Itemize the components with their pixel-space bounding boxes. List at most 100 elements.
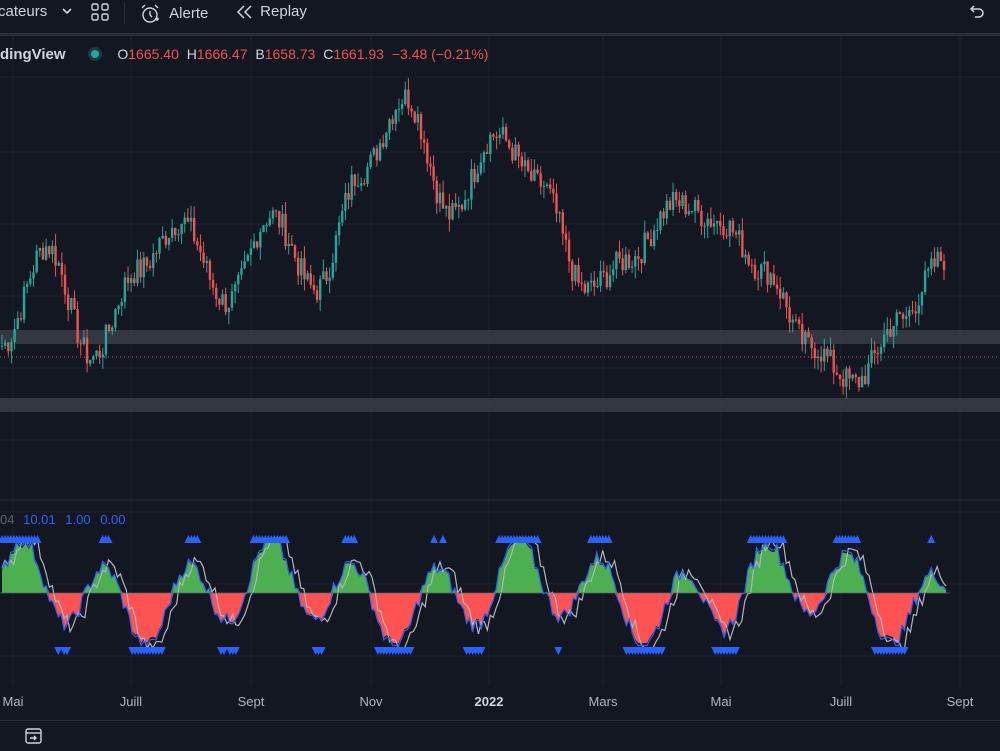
candle-body <box>599 271 602 286</box>
candle-body <box>668 200 672 210</box>
candle-body <box>709 218 713 227</box>
overbought-marker <box>350 535 359 543</box>
candle-body <box>359 183 363 186</box>
candle-body <box>180 223 183 235</box>
replay-label: Replay <box>260 3 307 20</box>
candle-body <box>725 235 728 237</box>
market-status-dot <box>91 50 100 59</box>
candle-body <box>741 230 744 258</box>
candle-body <box>523 160 527 167</box>
open-key: O <box>117 46 129 62</box>
candle-body <box>785 292 788 308</box>
candle-body <box>246 254 249 262</box>
candle-body <box>174 227 177 235</box>
candle-body <box>161 235 164 239</box>
undo-icon[interactable] <box>967 2 985 20</box>
price-chart[interactable] <box>0 36 1000 686</box>
x-label-nov: Nov <box>359 694 383 709</box>
candle-body <box>296 257 300 276</box>
candle-body <box>690 211 694 213</box>
candle-body <box>898 312 902 315</box>
candle-body <box>259 231 262 248</box>
candle-body <box>832 349 835 373</box>
candle-body <box>252 241 256 249</box>
candle-body <box>337 222 341 236</box>
candle-body <box>95 350 98 357</box>
candle-body <box>848 368 851 379</box>
overbought-marker <box>853 535 862 543</box>
candle-body <box>602 271 605 273</box>
candle-body <box>407 89 410 109</box>
candle-body <box>801 323 804 345</box>
candle-body <box>482 152 486 163</box>
candle-body <box>675 191 678 201</box>
alert-button[interactable]: Alerte <box>139 3 208 25</box>
candle-body <box>441 192 445 209</box>
candle-body <box>826 348 829 357</box>
candle-body <box>889 328 892 337</box>
candle-body <box>10 342 13 352</box>
candle-body <box>451 203 454 220</box>
candle-body <box>104 324 108 355</box>
candle-body <box>845 368 848 387</box>
candle-body <box>70 298 73 311</box>
time-axis[interactable]: Mai Juill Sept Nov 2022 Mars Mai Juill S… <box>0 686 1000 716</box>
candle-body <box>189 217 193 222</box>
candle-body <box>857 376 861 388</box>
candle-body <box>177 234 180 236</box>
overbought-marker <box>533 535 542 543</box>
oscillator-signal-line <box>1 536 947 650</box>
candle-body <box>728 220 731 237</box>
low-key: B <box>255 46 265 62</box>
candle-body <box>804 331 807 345</box>
candle-body <box>867 363 870 385</box>
candle-body <box>738 230 741 235</box>
candle-body <box>334 235 338 263</box>
candle-body <box>347 193 350 200</box>
candle-body <box>665 200 668 219</box>
low-value: 1658.73 <box>264 46 316 62</box>
candle-body <box>73 298 76 310</box>
candle-body <box>901 314 905 319</box>
candle-body <box>419 114 423 140</box>
chevron-down-icon[interactable] <box>60 2 74 19</box>
candle-body <box>249 248 253 255</box>
candle-body <box>734 232 738 235</box>
candle-body <box>886 328 889 335</box>
candle-body <box>485 152 489 155</box>
candle-body <box>577 264 580 283</box>
high-value: 1666.47 <box>196 46 248 62</box>
candle-body <box>293 245 297 258</box>
candle-body <box>413 111 416 123</box>
indicator-value-3: 0.00 <box>100 512 126 527</box>
candle-body <box>687 211 691 215</box>
candle-body <box>378 143 382 161</box>
candle-body <box>860 375 864 388</box>
candle-body <box>123 277 127 303</box>
candle-body <box>385 132 388 148</box>
oversold-marker <box>731 647 740 655</box>
overbought-marker <box>927 535 936 543</box>
goto-date-icon[interactable] <box>24 727 44 750</box>
indicators-button[interactable]: cateurs <box>0 3 47 20</box>
candle-body <box>760 264 763 279</box>
candle-body <box>164 235 168 245</box>
candle-body <box>719 221 722 227</box>
candle-body <box>7 342 10 352</box>
candle-body <box>126 277 130 283</box>
candle-body <box>394 109 398 124</box>
candle-body <box>240 268 243 275</box>
candle-body <box>662 211 665 219</box>
candle-body <box>634 256 637 267</box>
candle-body <box>514 144 517 161</box>
layout-grid-icon[interactable] <box>90 2 110 22</box>
candle-body <box>810 337 813 349</box>
candle-body <box>835 372 839 375</box>
top-toolbar: cateurs Alerte Replay <box>0 0 1000 28</box>
replay-button[interactable]: Replay <box>234 3 307 21</box>
candle-body <box>460 204 464 210</box>
x-label-sept-2: Sept <box>946 694 974 709</box>
candle-body <box>13 328 16 343</box>
candle-body <box>706 218 709 226</box>
symbol-name[interactable]: dingView <box>0 46 66 63</box>
